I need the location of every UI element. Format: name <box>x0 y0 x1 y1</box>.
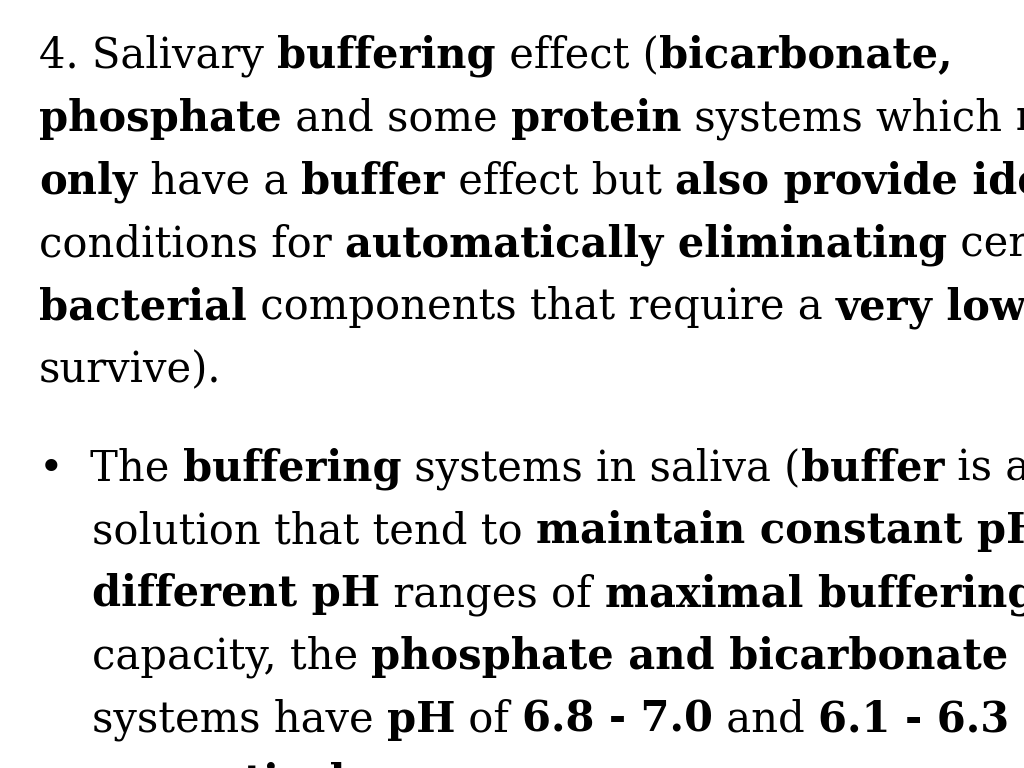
Text: respectively: respectively <box>92 762 371 768</box>
Text: buffer: buffer <box>801 447 944 489</box>
Text: capacity, the: capacity, the <box>39 636 372 678</box>
Text: is a: is a <box>944 447 1024 489</box>
Text: phosphate: phosphate <box>39 98 282 140</box>
Text: solution that tend to: solution that tend to <box>39 510 536 552</box>
Text: bacterial: bacterial <box>39 286 247 329</box>
Text: not: not <box>1016 98 1024 140</box>
Text: of: of <box>456 699 522 741</box>
Text: phosphate and bicarbonate: phosphate and bicarbonate <box>372 636 1009 678</box>
Text: survive).: survive). <box>39 349 221 392</box>
Text: also provide ideal: also provide ideal <box>675 161 1024 203</box>
Text: 4. Salivary: 4. Salivary <box>39 35 278 77</box>
Text: effect (: effect ( <box>496 35 658 77</box>
Text: and: and <box>714 699 818 741</box>
Text: systems in saliva (: systems in saliva ( <box>401 447 801 489</box>
Text: maximal buffering: maximal buffering <box>605 573 1024 615</box>
Text: systems have: systems have <box>39 699 387 741</box>
Text: conditions for: conditions for <box>39 223 345 266</box>
Text: buffering: buffering <box>278 35 496 77</box>
Text: only: only <box>39 161 137 203</box>
Text: maintain constant pH: maintain constant pH <box>536 510 1024 552</box>
Text: buffer: buffer <box>301 161 444 203</box>
Text: protein: protein <box>511 98 681 140</box>
Text: have a: have a <box>137 161 301 203</box>
Text: bicarbonate,: bicarbonate, <box>658 35 952 77</box>
Text: and some: and some <box>282 98 511 140</box>
Text: •  The: • The <box>39 447 182 489</box>
Text: automatically eliminating: automatically eliminating <box>345 223 947 266</box>
Text: pH: pH <box>387 699 456 741</box>
Text: certain: certain <box>947 223 1024 266</box>
Text: very low pH: very low pH <box>836 286 1024 329</box>
Text: systems which: systems which <box>681 98 1016 140</box>
Text: 6.1 - 6.3: 6.1 - 6.3 <box>818 699 1010 741</box>
Text: ranges of: ranges of <box>380 573 605 615</box>
Text: 6.8 - 7.0: 6.8 - 7.0 <box>522 699 714 741</box>
Text: effect but: effect but <box>444 161 675 203</box>
Text: different pH: different pH <box>92 573 380 615</box>
Text: .: . <box>371 762 384 768</box>
Text: components that require a: components that require a <box>247 286 836 329</box>
Text: buffering: buffering <box>182 447 401 489</box>
